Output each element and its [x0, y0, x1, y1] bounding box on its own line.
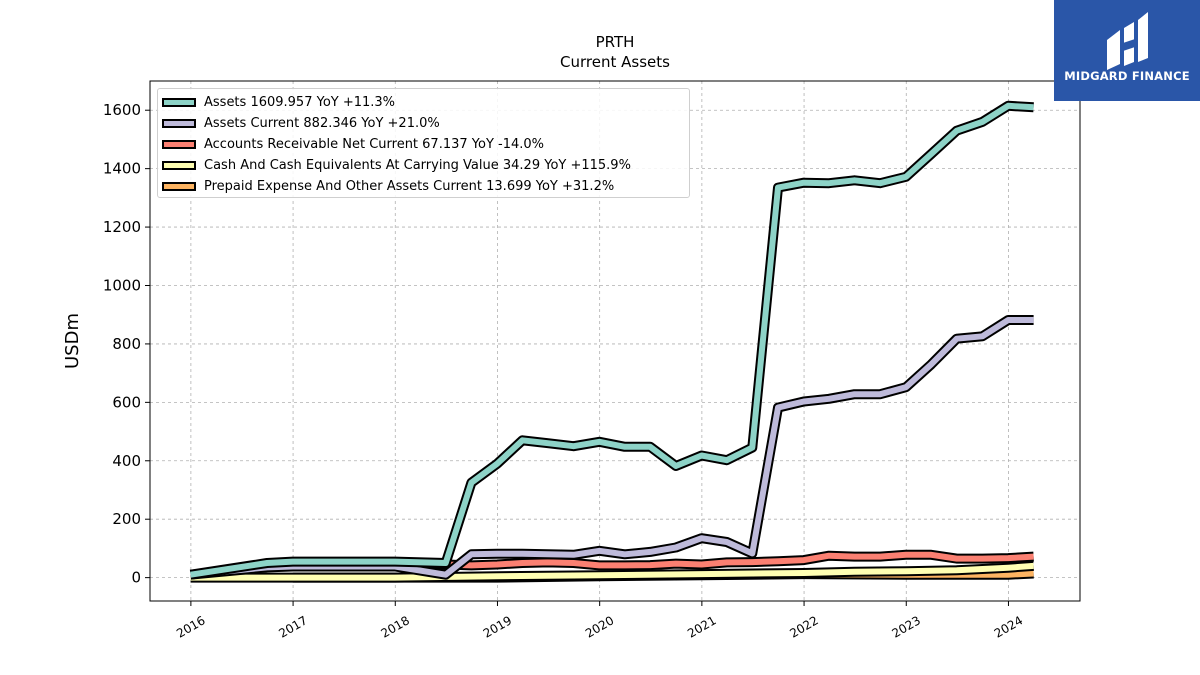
y-tick-label: 400	[112, 452, 141, 470]
y-tick-label: 0	[131, 569, 141, 587]
chart-legend: Assets 1609.957 YoY +11.3% Assets Current…	[157, 88, 690, 198]
legend-label: Assets Current 882.346 YoY +21.0%	[204, 116, 440, 131]
legend-label: Assets 1609.957 YoY +11.3%	[204, 95, 396, 110]
brand-name: MIDGARD FINANCE	[1064, 69, 1190, 83]
x-tick-label: 2019	[481, 613, 514, 640]
legend-swatch	[162, 140, 196, 149]
x-tick-label: 2016	[174, 613, 207, 640]
series-line-0	[190, 102, 1034, 578]
series-line-2	[394, 551, 1034, 569]
legend-swatch	[162, 182, 196, 191]
y-axis-label: USDm	[62, 313, 83, 369]
x-tick-label: 2020	[583, 613, 616, 640]
legend-swatch	[162, 161, 196, 170]
brand-logo: MIDGARD FINANCE	[1054, 0, 1200, 101]
legend-label: Accounts Receivable Net Current 67.137 Y…	[204, 137, 545, 152]
brand-mark-icon	[1107, 12, 1148, 70]
chart-subtitle: Current Assets	[560, 53, 670, 71]
legend-item: Accounts Receivable Net Current 67.137 Y…	[158, 134, 689, 155]
legend-item: Assets Current 882.346 YoY +21.0%	[158, 113, 689, 134]
x-tick-label: 2021	[685, 613, 718, 640]
x-tick-label: 2018	[379, 613, 412, 640]
y-tick-label: 1200	[103, 218, 141, 236]
x-tick-label: 2017	[276, 613, 309, 640]
x-tick-label: 2022	[787, 613, 820, 640]
legend-swatch	[162, 119, 196, 128]
legend-item: Assets 1609.957 YoY +11.3%	[158, 92, 689, 113]
series-line-1	[190, 317, 1034, 578]
legend-item: Cash And Cash Equivalents At Carrying Va…	[158, 155, 689, 176]
y-tick-label: 1400	[103, 160, 141, 178]
legend-label: Prepaid Expense And Other Assets Current…	[204, 179, 615, 194]
legend-item: Prepaid Expense And Other Assets Current…	[158, 176, 689, 197]
plot-frame	[149, 80, 1081, 602]
legend-label: Cash And Cash Equivalents At Carrying Va…	[204, 158, 631, 173]
x-tick-label: 2023	[890, 613, 923, 640]
y-tick-label: 1000	[103, 276, 141, 294]
legend-swatch	[162, 98, 196, 107]
series-line-3	[190, 562, 1034, 581]
series-layer	[189, 100, 1034, 583]
y-tick-label: 200	[112, 510, 141, 528]
x-tick-label: 2024	[992, 613, 1025, 640]
chart-title: PRTH	[595, 33, 635, 51]
y-tick-label: 600	[112, 393, 141, 411]
y-tick-label: 1600	[103, 101, 141, 119]
y-tick-label: 800	[112, 335, 141, 353]
